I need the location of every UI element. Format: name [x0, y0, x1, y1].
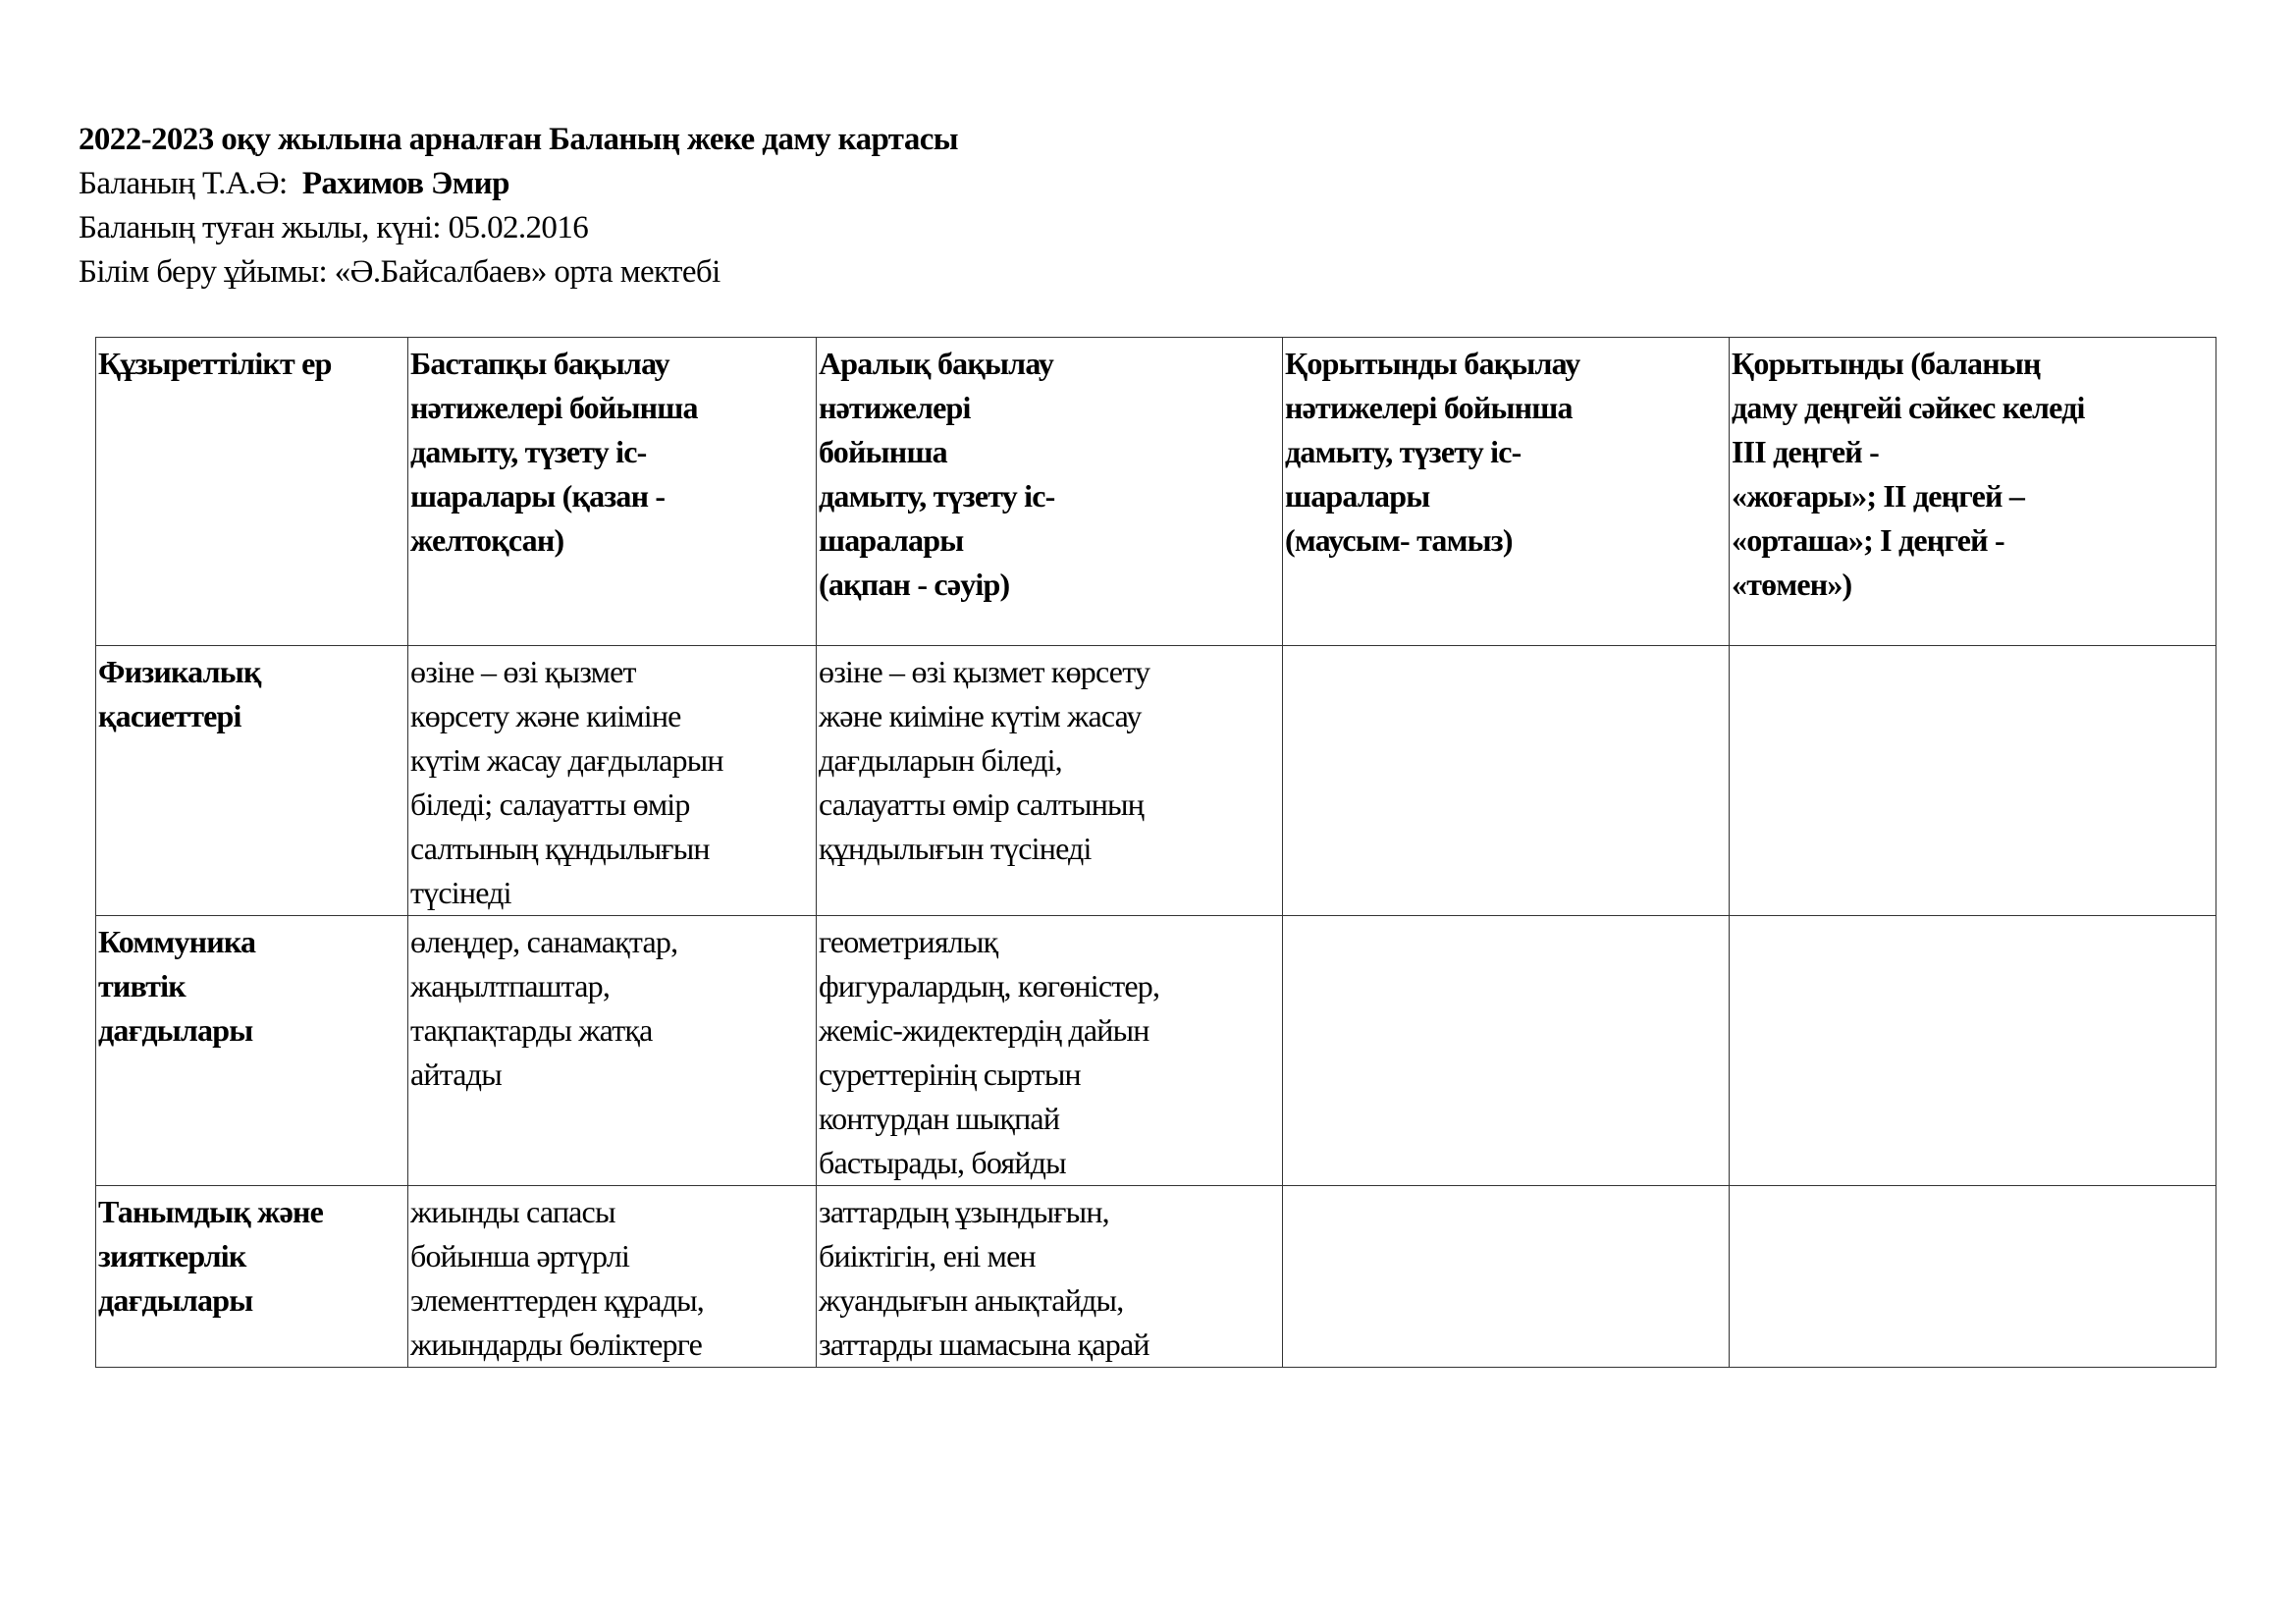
organization-label: Білім беру ұйымы:	[79, 254, 328, 290]
column-header: Қорытынды (баланың даму деңгейі сәйкес ке…	[1729, 337, 2216, 646]
column-header: Аралық бақылау нәтижелері бойынша дамыту, т…	[816, 337, 1283, 646]
cell-text-line: геометриялық	[819, 924, 998, 959]
child-name-line: Баланың Т.А.Ә: Рахимов Эмир	[79, 162, 509, 206]
table-cell	[1282, 915, 1730, 1186]
birth-date-value: 05.02.2016	[448, 210, 589, 245]
table-cell: Танымдық және зияткерлік дағдылары	[95, 1185, 408, 1368]
table-cell: Физикалық қасиеттері	[95, 645, 408, 916]
cell-text-line: Физикалық	[98, 654, 261, 689]
cell-text-line: нәтижелері бойынша	[410, 390, 698, 425]
cell-text-line: желтоқсан)	[410, 522, 564, 558]
cell-text-line: биіктігін, ені мен	[819, 1238, 1037, 1273]
header-row: Құзыреттілікт ер Бастапқы бақылау нәтижеле…	[95, 337, 2216, 646]
cell-text-line: өлеңдер, санамақтар,	[410, 924, 678, 959]
cell-text-line: Бастапқы бақылау	[410, 346, 670, 381]
cell-text-line: қасиеттері	[98, 698, 241, 733]
cell-text-line: шаралары (қазан -	[410, 478, 666, 514]
cell-text-line: түсінеді	[410, 875, 512, 910]
cell-text-line: элементтерден құрады,	[410, 1282, 705, 1318]
table-row: Коммуника тивтік дағдылары өлеңдер, санамақ…	[95, 915, 2216, 1186]
organization-value: «Ә.Байсалбаев» орта мектебі	[334, 254, 721, 290]
cell-text-line: жеміс-жидектердің дайын	[819, 1012, 1149, 1048]
table-cell: Коммуника тивтік дағдылары	[95, 915, 408, 1186]
cell-text-line: жуандығын анықтайды,	[819, 1282, 1124, 1318]
birth-date-line: Баланың туған жылы, күні: 05.02.2016	[79, 206, 589, 250]
organization-line: Білім беру ұйымы: «Ә.Байсалбаев» орта ме…	[79, 250, 721, 295]
column-header: Қорытынды бақылау нәтижелері бойынша дамыт…	[1282, 337, 1730, 646]
cell-text-line: зияткерлік	[98, 1238, 246, 1273]
table-cell	[1282, 645, 1730, 916]
cell-text-line: жиындарды бөліктерге	[410, 1326, 703, 1362]
column-header: Бастапқы бақылау нәтижелері бойынша дамыту…	[407, 337, 817, 646]
cell-text-line: заттарды шамасына қарай	[819, 1326, 1150, 1362]
table-cell: жиынды сапасы бойынша әртүрлі элементтерде…	[407, 1185, 817, 1368]
cell-text-line: жиынды сапасы	[410, 1194, 615, 1229]
cell-text-line: жаңылтпаштар,	[410, 968, 611, 1003]
cell-text-line: суреттерінің сыртын	[819, 1056, 1082, 1092]
table-cell: өлеңдер, санамақтар, жаңылтпаштар, тақпақт…	[407, 915, 817, 1186]
cell-text-line: (ақпан - сәуір)	[819, 567, 1010, 602]
cell-text-line: заттардың ұзындығын,	[819, 1194, 1110, 1229]
cell-text-line: Аралық бақылау	[819, 346, 1054, 381]
cell-text-line: фигуралардың, көгөністер,	[819, 968, 1160, 1003]
cell-text-line: «орташа»; І деңгей -	[1732, 522, 2005, 558]
table-cell: өзіне – өзі қызмет көрсету және киіміне к…	[816, 645, 1283, 916]
table-cell	[1729, 915, 2216, 1186]
cell-text-line: ІІІ деңгей -	[1732, 434, 1880, 469]
cell-text-line: шаралары	[819, 522, 964, 558]
cell-text-line: дағдылары	[98, 1282, 253, 1318]
birth-date-label: Баланың туған жылы, күні:	[79, 210, 442, 245]
table-row: Физикалық қасиеттері өзіне – өзі қызмет көр…	[95, 645, 2216, 916]
table-cell: заттардың ұзындығын, биіктігін, ені мен жу…	[816, 1185, 1283, 1368]
cell-text-line: Қорытынды (баланың	[1732, 346, 2041, 381]
cell-text-line: және киіміне күтім жасау	[819, 698, 1142, 733]
document-title: 2022-2023 оқу жылына арналған Баланың же…	[79, 122, 959, 157]
cell-text-line: Коммуника	[98, 924, 256, 959]
cell-text-line: салауатты өмір салтының	[819, 786, 1145, 822]
column-header: Құзыреттілікт ер	[95, 337, 408, 646]
development-map-table: Құзыреттілікт ер Бастапқы бақылау нәтижеле…	[95, 337, 2216, 1368]
table-cell: геометриялық фигуралардың, көгөністер, жем…	[816, 915, 1283, 1186]
cell-text-line: бойынша	[819, 434, 948, 469]
cell-text-line: дамыту, түзету іс-	[1285, 434, 1522, 469]
cell-text-line: дамыту, түзету іс-	[819, 478, 1055, 514]
table-cell: өзіне – өзі қызмет көрсету және киіміне кү…	[407, 645, 817, 916]
cell-text-line: өзіне – өзі қызмет	[410, 654, 636, 689]
cell-text-line: шаралары	[1285, 478, 1430, 514]
cell-text-line: контурдан шықпай	[819, 1101, 1060, 1136]
cell-text-line: дамыту, түзету іс-	[410, 434, 647, 469]
cell-text-line: айтады	[410, 1056, 503, 1092]
cell-text-line: Құзыреттілікт ер	[98, 346, 332, 381]
cell-text-line: бастырады, бояйды	[819, 1145, 1067, 1180]
cell-text-line: дағдыларын біледі,	[819, 742, 1063, 778]
cell-text-line: бойынша әртүрлі	[410, 1238, 630, 1273]
child-name-label: Баланың Т.А.Ә:	[79, 166, 288, 201]
cell-text-line: күтім жасау дағдыларын	[410, 742, 724, 778]
cell-text-line: Танымдық және	[98, 1194, 324, 1229]
cell-text-line: дағдылары	[98, 1012, 253, 1048]
table-cell	[1729, 1185, 2216, 1368]
cell-text-line: көрсету және киіміне	[410, 698, 681, 733]
child-name-value: Рахимов Эмир	[301, 166, 510, 201]
cell-text-line: (маусым- тамыз)	[1285, 522, 1513, 558]
cell-text-line: тақпақтарды жатқа	[410, 1012, 653, 1048]
cell-text-line: Қорытынды бақылау	[1285, 346, 1580, 381]
cell-text-line: құндылығын түсінеді	[819, 831, 1092, 866]
cell-text-line: біледі; салауатты өмір	[410, 786, 690, 822]
cell-text-line: өзіне – өзі қызмет көрсету	[819, 654, 1150, 689]
table-cell	[1729, 645, 2216, 916]
table-cell	[1282, 1185, 1730, 1368]
cell-text-line: салтының құндылығын	[410, 831, 711, 866]
cell-text-line: «төмен»)	[1732, 567, 1852, 602]
cell-text-line: тивтік	[98, 968, 187, 1003]
cell-text-line: нәтижелері бойынша	[1285, 390, 1573, 425]
cell-text-line: «жоғары»; ІІ деңгей –	[1732, 478, 2025, 514]
cell-text-line: даму деңгейі сәйкес келеді	[1732, 390, 2085, 425]
cell-text-line: нәтижелері	[819, 390, 971, 425]
table-row: Танымдық және зияткерлік дағдылары жиынды с…	[95, 1185, 2216, 1368]
